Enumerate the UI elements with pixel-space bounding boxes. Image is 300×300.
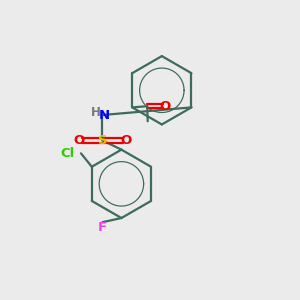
Text: H: H <box>91 106 101 119</box>
Text: O: O <box>120 134 131 147</box>
Text: F: F <box>98 221 107 234</box>
Text: O: O <box>74 134 85 147</box>
Text: S: S <box>98 134 107 147</box>
Text: Cl: Cl <box>60 147 74 160</box>
Text: O: O <box>160 100 171 113</box>
Text: N: N <box>99 109 110 122</box>
